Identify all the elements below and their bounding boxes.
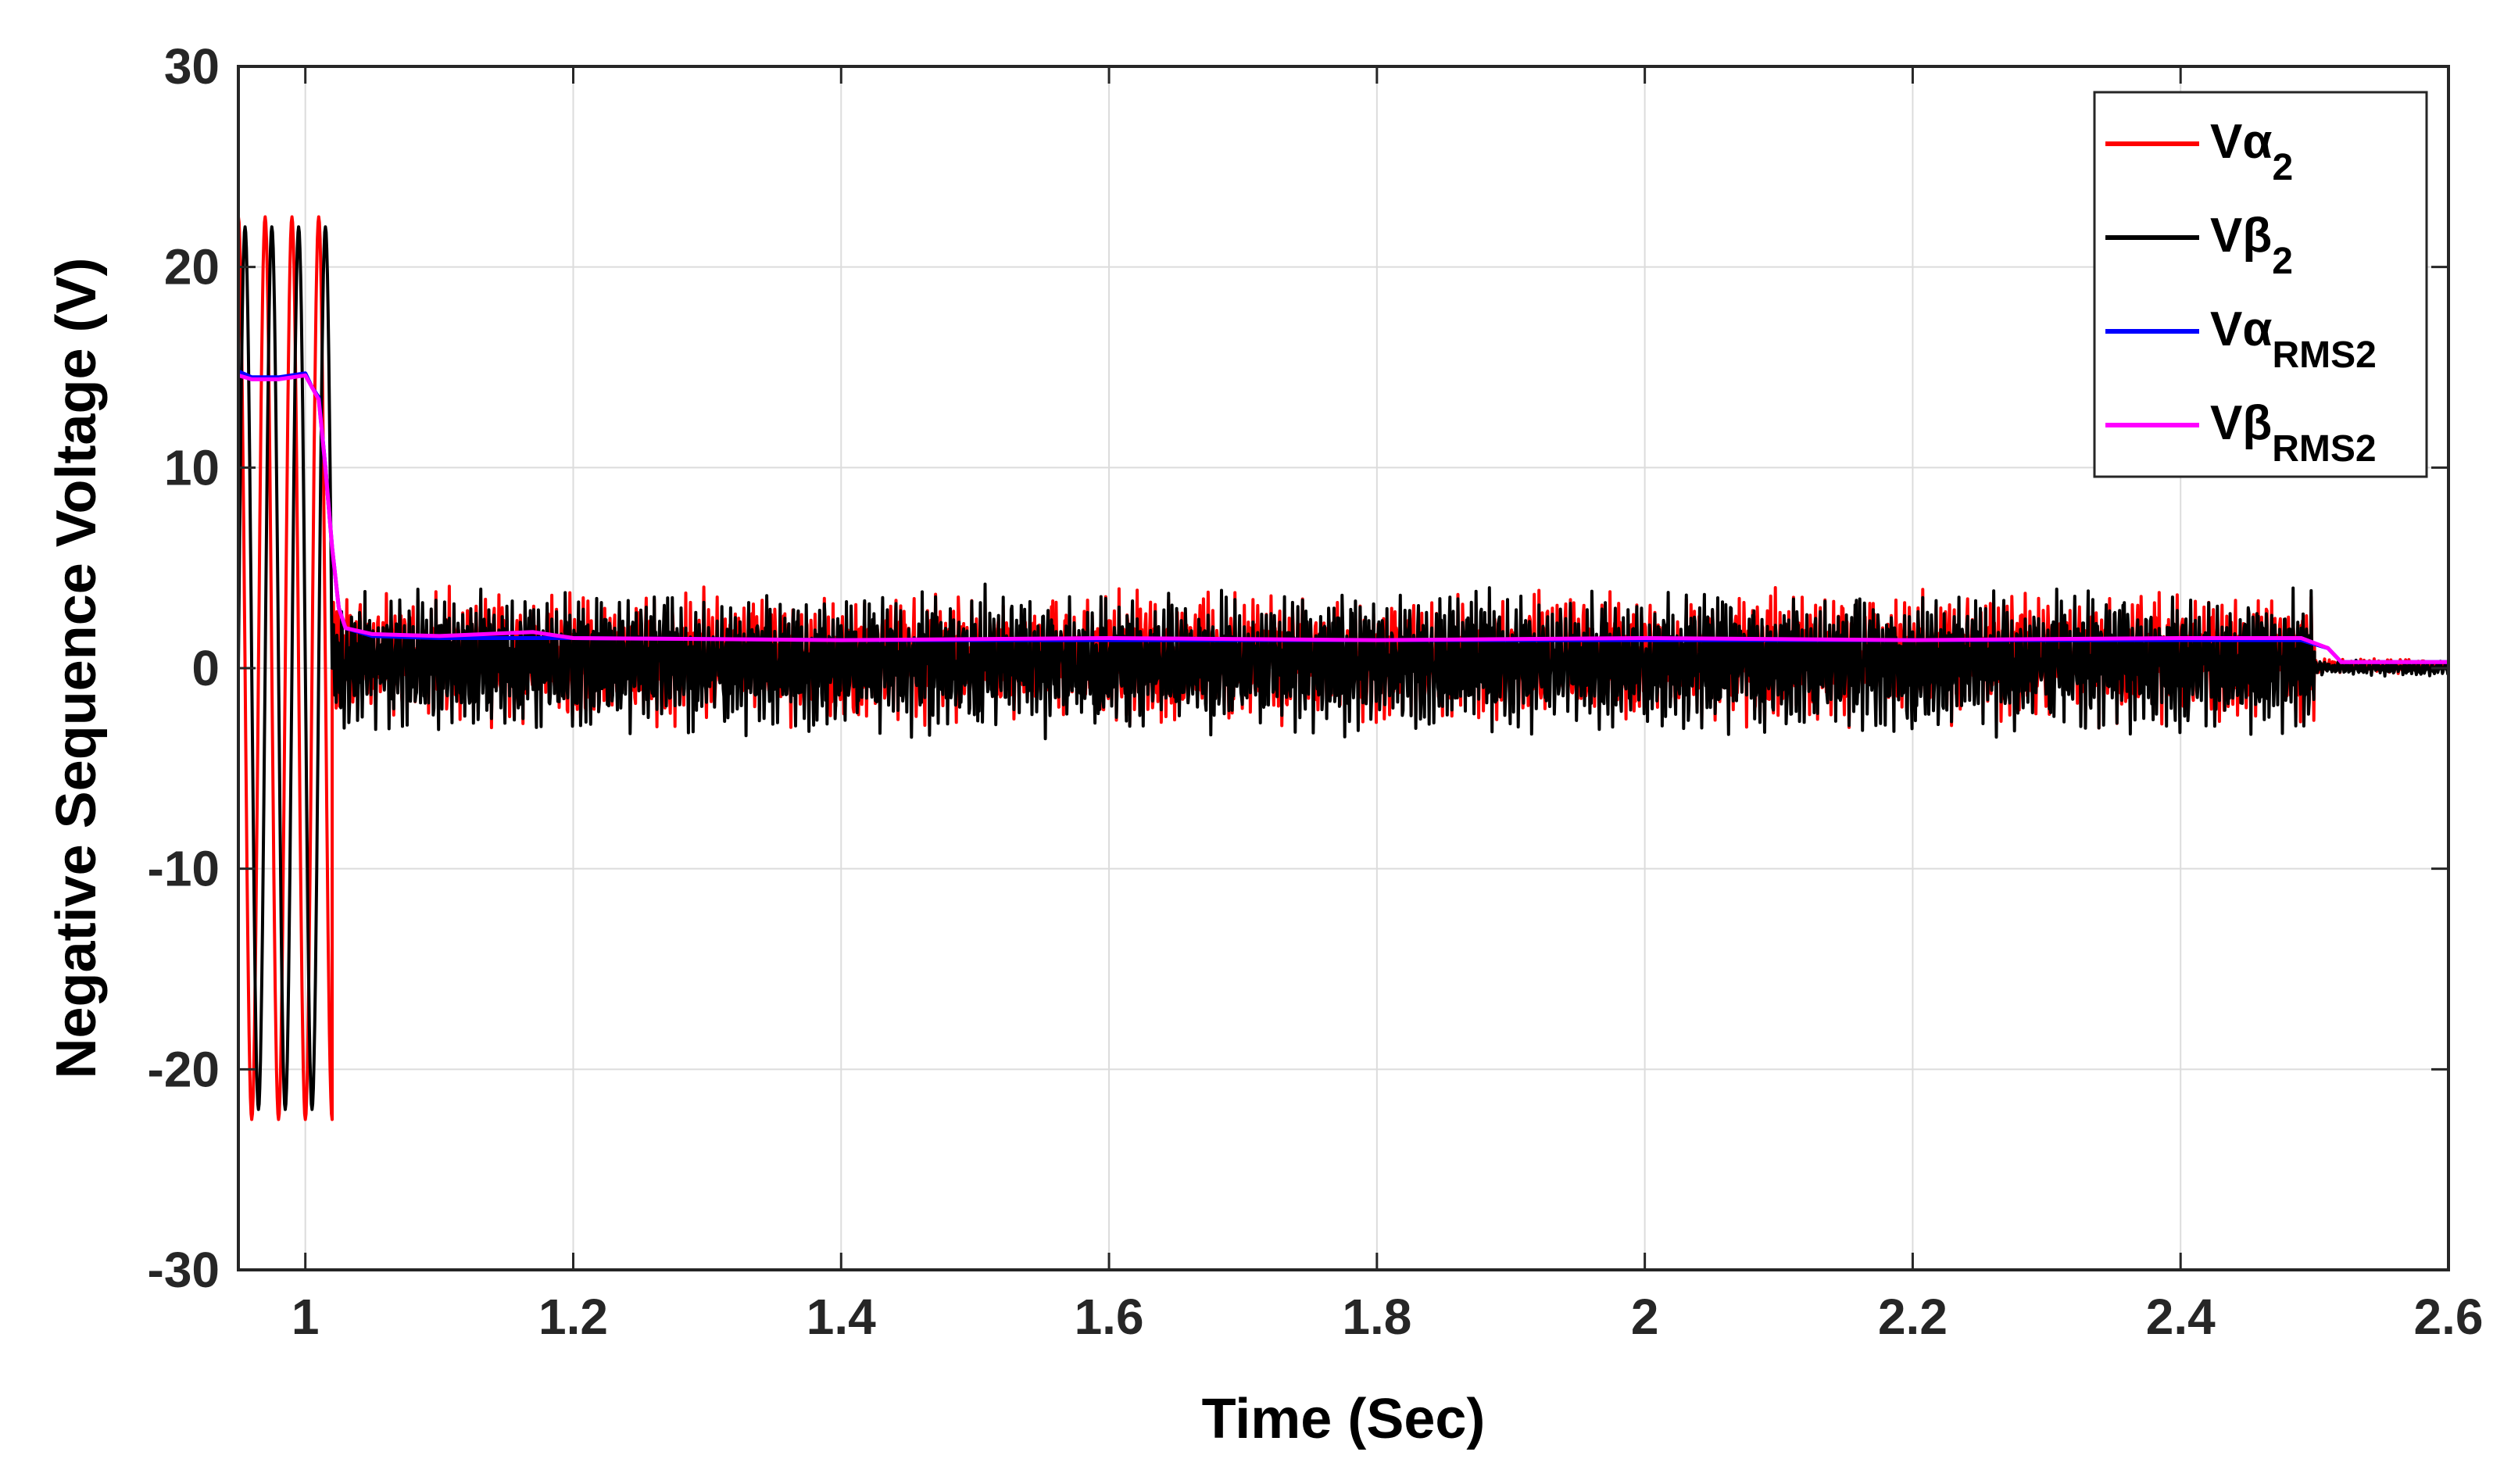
- x-tick-label: 2.2: [1878, 1289, 1948, 1345]
- y-axis-label: Negative Sequence Voltage (V): [45, 258, 108, 1079]
- y-tick-label: 30: [164, 38, 220, 95]
- x-tick-label: 2.4: [2146, 1289, 2216, 1345]
- legend-box: [2093, 91, 2428, 478]
- legend-label: Vβ: [2210, 209, 2272, 263]
- legend-entry: VβRMS2: [2210, 396, 2377, 470]
- legend-subscript: 2: [2272, 241, 2293, 282]
- x-tick-label: 1.2: [538, 1289, 608, 1345]
- x-tick-label: 1: [292, 1289, 320, 1345]
- y-tick-label: 0: [191, 640, 220, 696]
- y-tick-label: -30: [148, 1242, 220, 1298]
- legend-entry: Vβ2: [2210, 209, 2293, 282]
- x-axis-label: Time (Sec): [1202, 1388, 1486, 1450]
- legend-entry: Vα2: [2210, 115, 2293, 188]
- legend-subscript: RMS2: [2272, 428, 2376, 470]
- y-tick-label: 10: [164, 439, 220, 495]
- x-tick-label: 1.8: [1342, 1289, 1411, 1345]
- x-tick-label: 1.4: [807, 1289, 876, 1345]
- x-tick-label: 2: [1631, 1289, 1659, 1345]
- series-layer: [237, 215, 2450, 1121]
- legend-subscript: RMS2: [2272, 334, 2376, 376]
- y-tick-label: -20: [148, 1041, 220, 1097]
- legend-label: Vα: [2210, 115, 2272, 169]
- y-tick-label: 20: [164, 239, 220, 295]
- legend-entry: VαRMS2: [2210, 302, 2377, 376]
- series-line-vbeta_rms2: [238, 373, 2448, 664]
- series-line-vbeta2: [237, 225, 2450, 1111]
- legend-subscript: 2: [2272, 147, 2293, 188]
- x-tick-label: 2.6: [2414, 1289, 2484, 1345]
- x-tick-label: 1.6: [1075, 1289, 1144, 1345]
- legend-label: Vα: [2210, 302, 2272, 356]
- legend-label: Vβ: [2210, 396, 2272, 450]
- tick-labels: 1 1.2 1.4 1.6 1.8 2 2.2 2.4 2.6 -30 -20 -10 0 10 20 30: [148, 38, 2484, 1345]
- y-tick-label: -10: [148, 841, 220, 897]
- axis-ticks: [238, 65, 2450, 1271]
